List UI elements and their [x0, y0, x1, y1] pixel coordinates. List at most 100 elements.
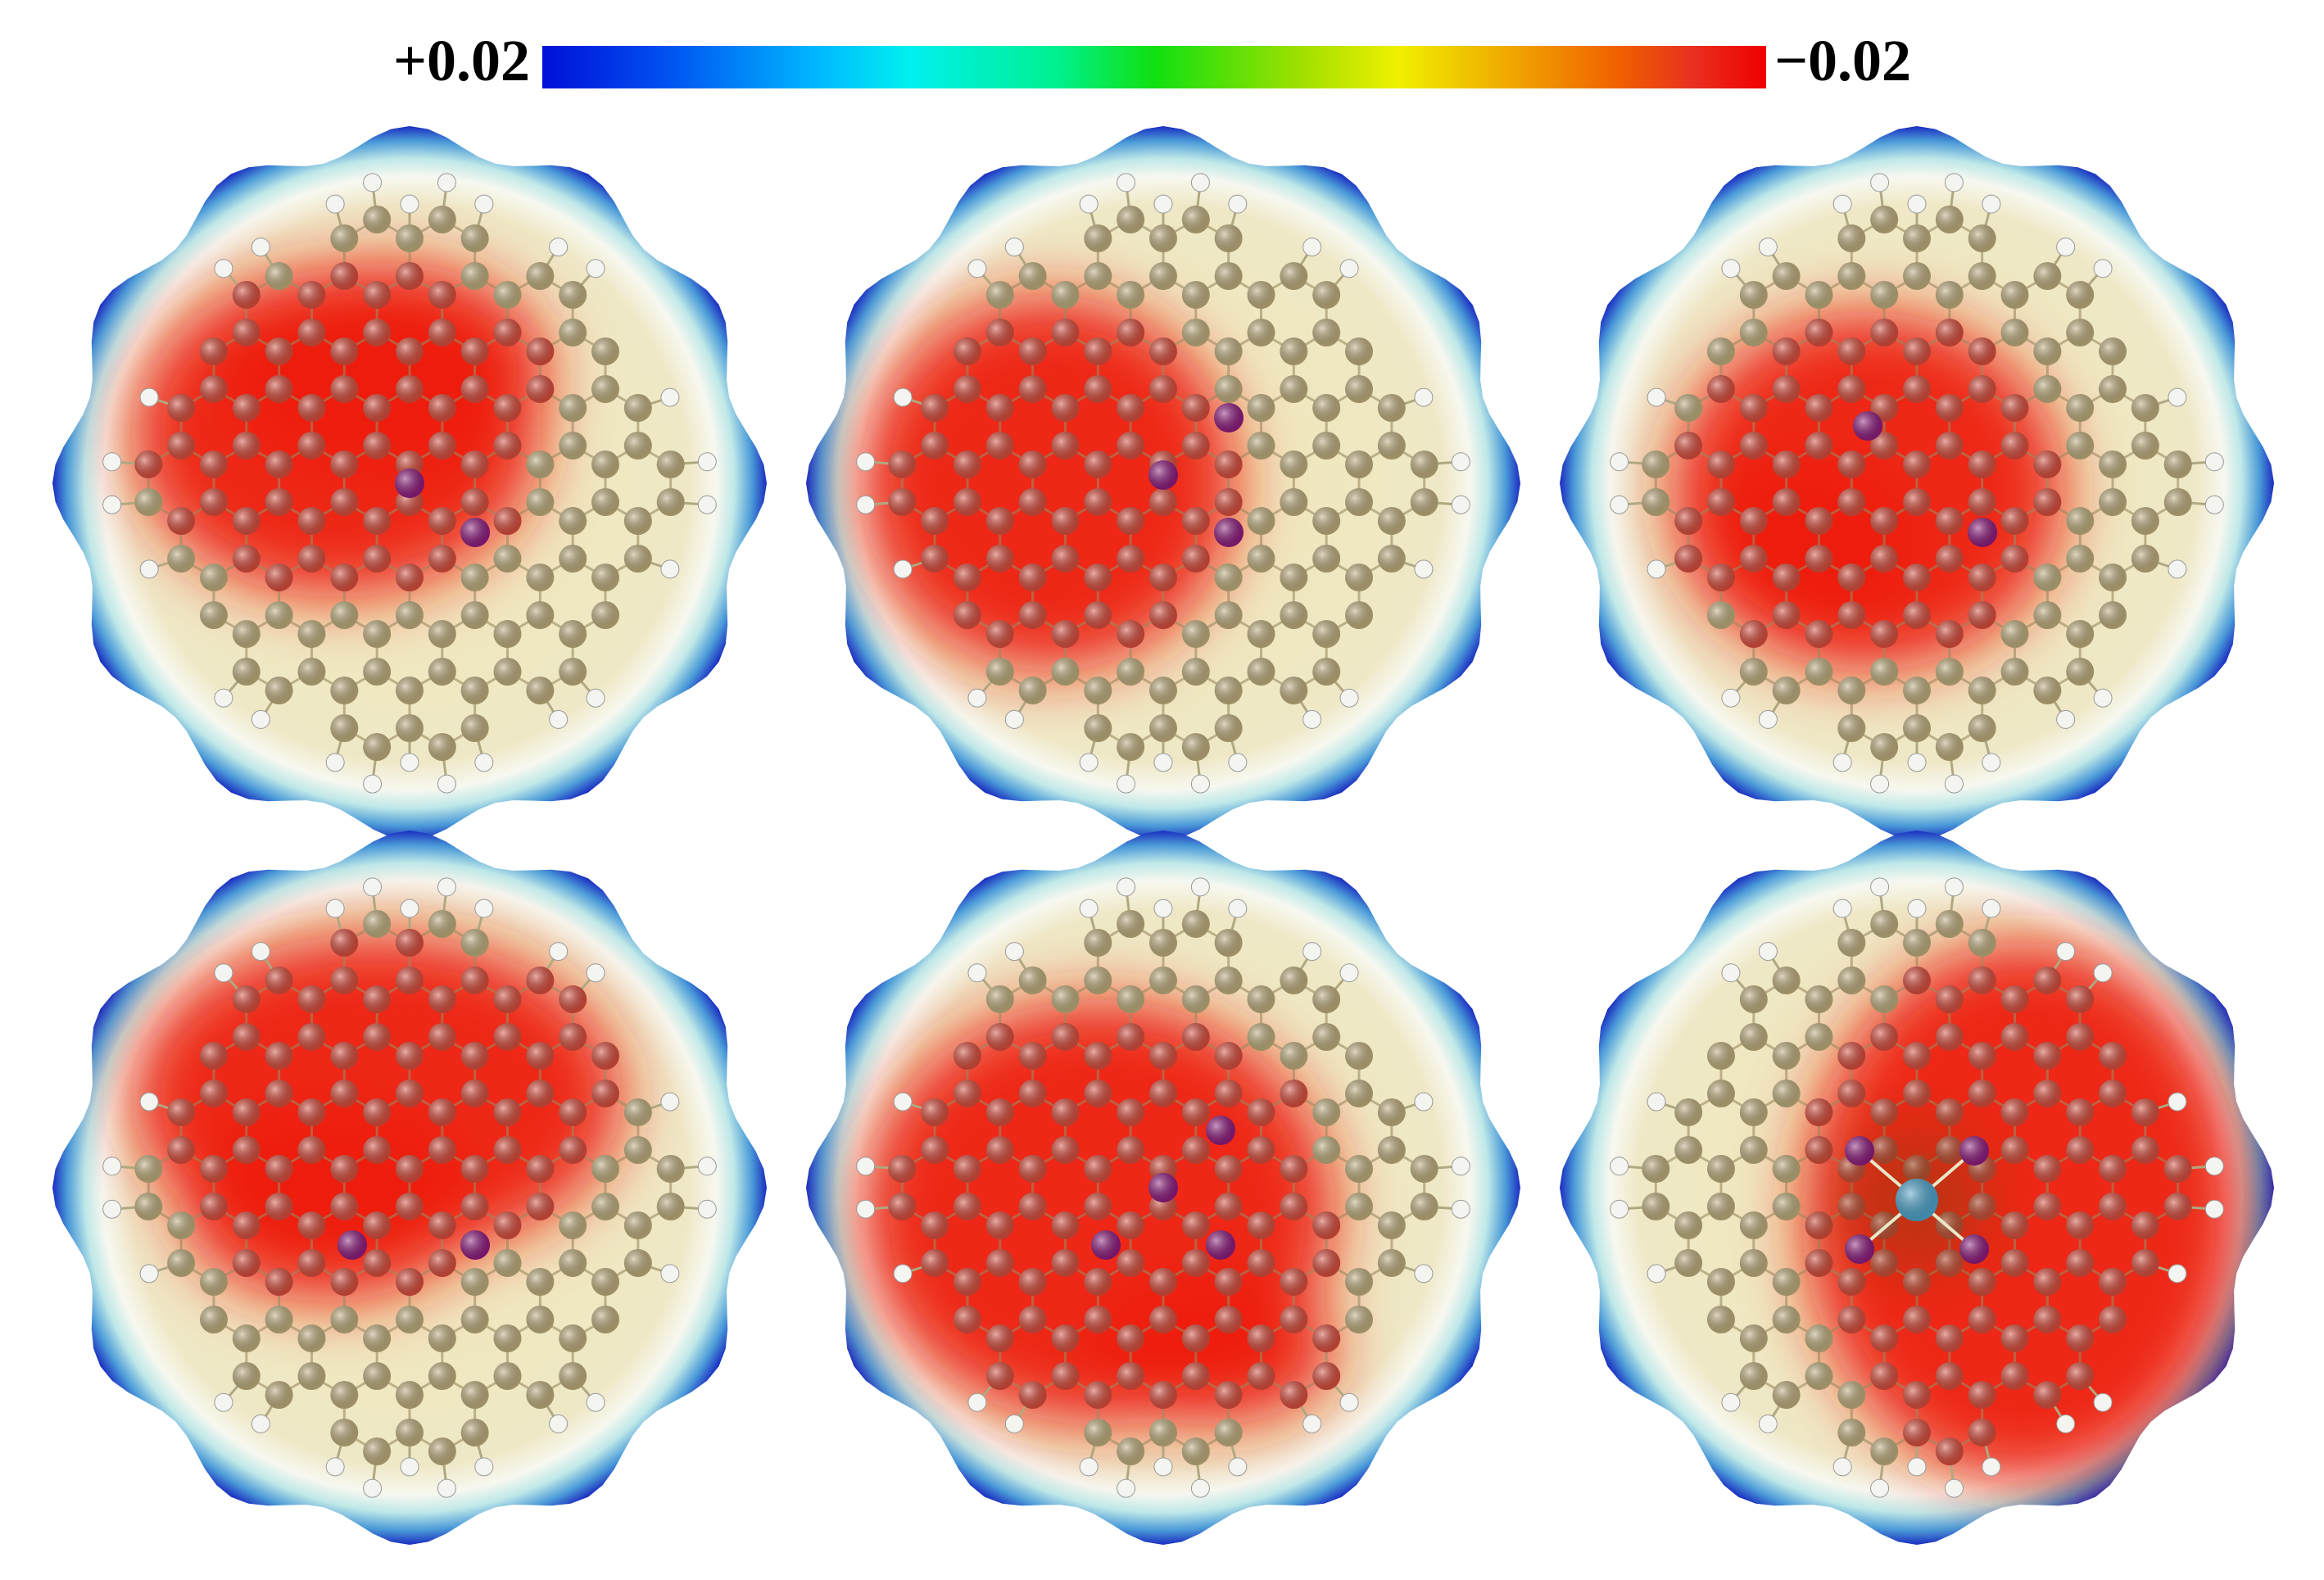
- hydrogen-atom: [1117, 1478, 1136, 1498]
- esp-panel-4: [52, 831, 767, 1545]
- hydrogen-atom: [1610, 1157, 1629, 1176]
- hydrogen-atom: [1907, 1457, 1927, 1477]
- hydrogen-atom: [1414, 1092, 1434, 1111]
- scale-min-label: +0.02: [393, 28, 531, 93]
- hydrogen-atom: [2168, 1092, 2187, 1111]
- hydrogen-atom: [586, 963, 605, 983]
- hydrogen-atom: [1302, 942, 1322, 962]
- hydrogen-atom: [1228, 753, 1248, 772]
- hydrogen-atom: [1079, 1457, 1099, 1477]
- hydrogen-atom: [139, 1092, 159, 1111]
- hydrogen-atom: [1004, 1414, 1024, 1433]
- hydrogen-atom: [325, 1457, 345, 1477]
- hydrogen-atom: [102, 1157, 122, 1176]
- hydrogen-atom: [549, 238, 569, 257]
- esp-panel-6: [1560, 831, 2274, 1545]
- hydrogen-atom: [1302, 1414, 1322, 1433]
- hydrogen-atom: [586, 259, 605, 278]
- hydrogen-atom: [1117, 173, 1136, 192]
- hydrogen-atom: [325, 194, 345, 214]
- hydrogen-atom: [1982, 899, 2001, 918]
- esp-panel-3: [1560, 126, 2274, 840]
- hydrogen-atom: [1647, 387, 1666, 407]
- hydrogen-atom: [2204, 495, 2224, 514]
- hydrogen-atom: [1153, 1457, 1173, 1477]
- esp-panel-2: [806, 126, 1520, 840]
- carbon-lattice: [102, 877, 717, 1498]
- hydrogen-atom: [2204, 1199, 2224, 1219]
- hydrogen-atom: [1944, 1478, 1964, 1498]
- hydrogen-atom: [967, 259, 987, 278]
- hydrogen-atom: [1907, 753, 1927, 772]
- hydrogen-atom: [967, 688, 987, 708]
- hydrogen-atom: [1228, 1457, 1248, 1477]
- hydrogen-atom: [1907, 194, 1927, 214]
- hydrogen-atom: [1339, 688, 1359, 708]
- hydrogen-atom: [1302, 709, 1322, 729]
- hydrogen-atom: [214, 1392, 233, 1412]
- hydrogen-atom: [1721, 688, 1741, 708]
- hydrogen-atom: [586, 1392, 605, 1412]
- hydrogen-atom: [325, 753, 345, 772]
- hydrogen-atom: [660, 1092, 680, 1111]
- hydrogen-atom: [400, 899, 419, 918]
- hydrogen-atom: [967, 1392, 987, 1412]
- hydrogen-atom: [1832, 753, 1852, 772]
- color-scale-bar: +0.02 −0.02: [0, 0, 2324, 131]
- hydrogen-atom: [1647, 1092, 1666, 1111]
- hydrogen-atom: [1339, 963, 1359, 983]
- hydrogen-atom: [1982, 753, 2001, 772]
- hydrogen-atom: [1758, 238, 1778, 257]
- esp-map-grid: [0, 123, 2324, 1580]
- hydrogen-atom: [437, 1478, 456, 1498]
- hydrogen-atom: [2168, 387, 2187, 407]
- hydrogen-atom: [1832, 194, 1852, 214]
- hydrogen-atom: [474, 753, 494, 772]
- hydrogen-atom: [2056, 238, 2076, 257]
- hydrogen-atom: [437, 877, 456, 897]
- esp-panel-1: [52, 126, 767, 840]
- hydrogen-atom: [139, 559, 159, 579]
- hydrogen-atom: [1982, 1457, 2001, 1477]
- color-gradient: [542, 46, 1766, 88]
- hydrogen-atom: [1610, 495, 1629, 514]
- hydrogen-atom: [856, 1157, 876, 1176]
- hydrogen-atom: [214, 688, 233, 708]
- hydrogen-atom: [1870, 877, 1890, 897]
- hydrogen-atom: [2056, 1414, 2076, 1433]
- hydrogen-atom: [1451, 1157, 1470, 1176]
- hydrogen-atom: [1190, 1478, 1210, 1498]
- hydrogen-atom: [400, 194, 419, 214]
- hydrogen-atom: [2056, 709, 2076, 729]
- hydrogen-atom: [2093, 259, 2113, 278]
- hydrogen-atom: [660, 387, 680, 407]
- hydrogen-atom: [1721, 963, 1741, 983]
- carbon-lattice: [1610, 877, 2224, 1498]
- hydrogen-atom: [1117, 877, 1136, 897]
- hydrogen-atom: [1079, 899, 1099, 918]
- hydrogen-atom: [1004, 709, 1024, 729]
- hydrogen-atom: [2168, 559, 2187, 579]
- hydrogen-atom: [139, 1264, 159, 1283]
- hydrogen-atom: [1153, 194, 1173, 214]
- hydrogen-atom: [437, 173, 456, 192]
- hydrogen-atom: [1832, 899, 1852, 918]
- hydrogen-atom: [1414, 387, 1434, 407]
- hydrogen-atom: [102, 1199, 122, 1219]
- hydrogen-atom: [1190, 877, 1210, 897]
- hydrogen-atom: [1647, 1264, 1666, 1283]
- hydrogen-atom: [1004, 238, 1024, 257]
- hydrogen-atom: [1302, 238, 1322, 257]
- hydrogen-atom: [1870, 173, 1890, 192]
- hydrogen-atom: [437, 774, 456, 794]
- hydrogen-atom: [1758, 709, 1778, 729]
- hydrogen-atom: [1758, 1414, 1778, 1433]
- esp-panel-5: [806, 831, 1520, 1545]
- carbon-lattice: [856, 877, 1470, 1498]
- hydrogen-atom: [697, 1157, 717, 1176]
- carbon-lattice: [102, 173, 717, 794]
- negative-potential-region: [860, 295, 1237, 672]
- hydrogen-atom: [660, 1264, 680, 1283]
- hydrogen-atom: [214, 259, 233, 278]
- hydrogen-atom: [1721, 259, 1741, 278]
